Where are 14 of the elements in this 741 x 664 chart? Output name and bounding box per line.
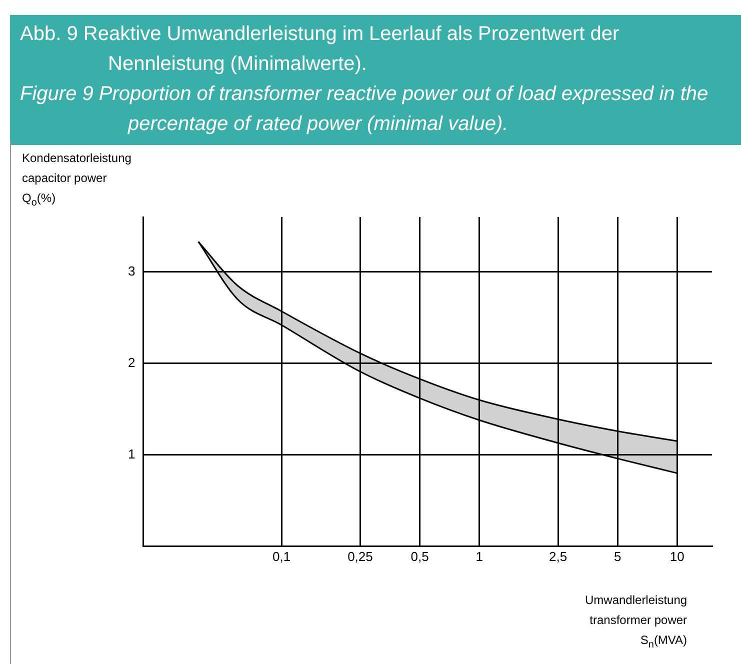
x-tick-label: 0,5 bbox=[410, 548, 429, 564]
x-tick-label: 1 bbox=[476, 548, 483, 564]
x-tick-label: 2,5 bbox=[549, 548, 568, 564]
y-tick-label: 1 bbox=[128, 446, 136, 462]
y-tick-label: 3 bbox=[128, 263, 136, 278]
y-tick-label: 2 bbox=[128, 354, 136, 370]
chart-subtitle: Figure 9 Proportion of transformer reactive power out of load expressed in the percentage of rated power (minimal value). bbox=[20, 82, 710, 137]
x-axis-title: Umwandlerleistung transformer power S$_{n}$(MVA) bbox=[585, 592, 688, 652]
x-tick-label: 0,25 bbox=[348, 548, 373, 564]
x-tick-label: 10 bbox=[670, 548, 684, 564]
x-tick-label: 0,1 bbox=[272, 548, 291, 564]
x-tick-label: 5 bbox=[614, 548, 622, 564]
chart-title: Abb. 9 Reaktive Umwandlerleistung im Leerlauf als Prozentwert der Nennleistung (Minimalwerte). bbox=[20, 22, 620, 77]
y-axis-title: Kondensatorleistung capacitor power Q$_{o}$(%) bbox=[22, 150, 132, 210]
